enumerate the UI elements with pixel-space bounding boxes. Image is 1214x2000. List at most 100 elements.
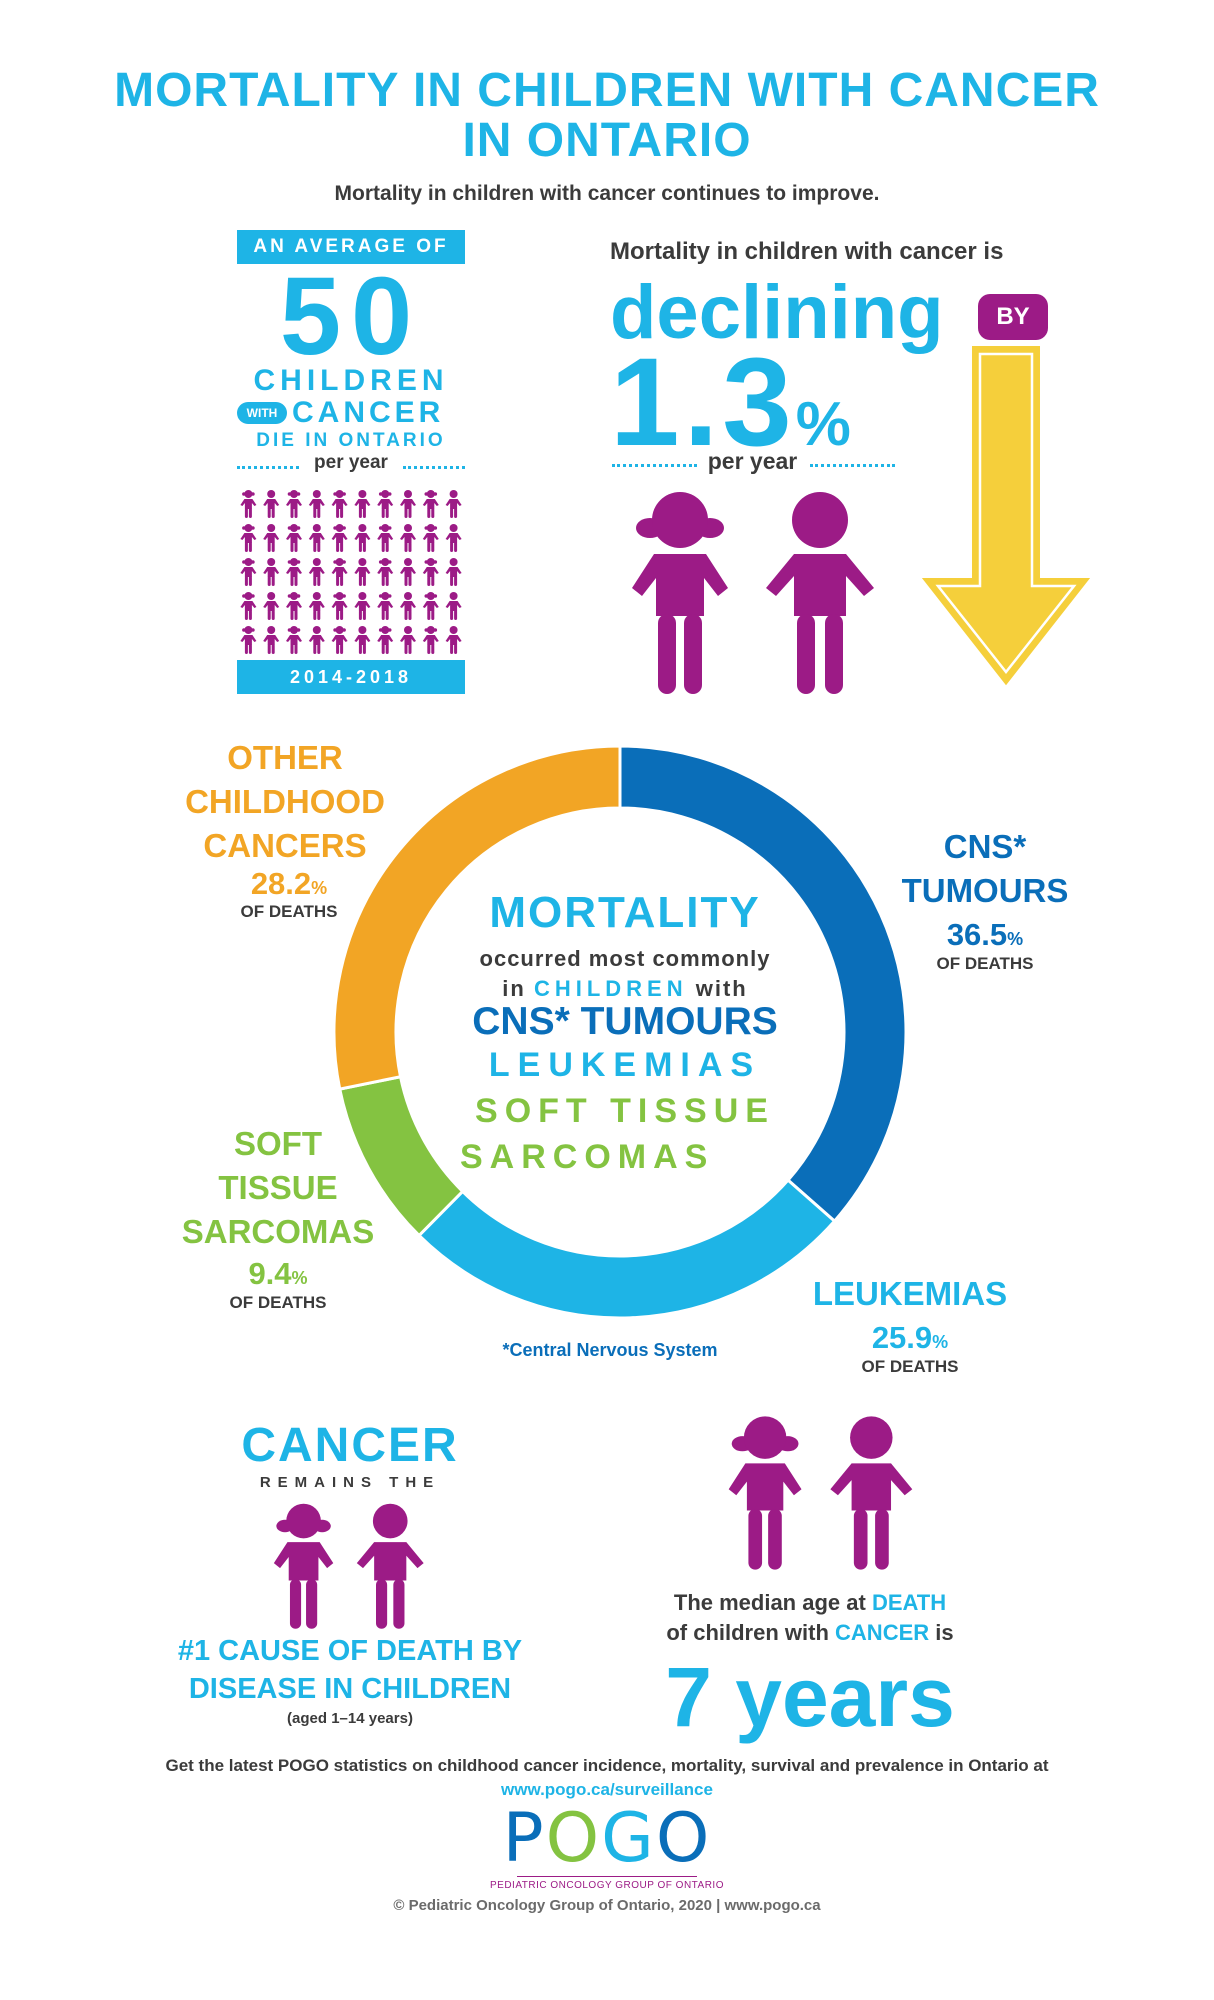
cns-label-line-2: TUMOURS	[901, 872, 1069, 909]
median-l2-is: is	[935, 1620, 954, 1645]
cancer-heading: CANCER	[241, 1419, 459, 1472]
segment-value-sts: 9.4%	[150, 1256, 406, 1292]
median-l1-death: DEATH	[871, 1590, 947, 1615]
donut-center-line-2: in CHILDREN with	[430, 976, 820, 1002]
median-line-2: of children with CANCER is	[640, 1618, 980, 1648]
boy-icon	[263, 524, 280, 552]
girl-icon	[331, 626, 348, 654]
average-number: 50	[279, 255, 423, 378]
boy-icon	[356, 1503, 424, 1629]
girl-icon	[240, 524, 257, 552]
segment-of-deaths-sts: OF DEATHS	[229, 1293, 327, 1312]
boy-icon	[445, 592, 462, 620]
donut-center-heading: MORTALITY	[489, 888, 761, 937]
boy-icon	[354, 626, 371, 654]
boy-icon	[445, 524, 462, 552]
sts-label-line-1: SOFT	[234, 1125, 322, 1162]
other-value: 28.2	[250, 866, 312, 901]
median-l2-cancer: CANCER	[835, 1620, 930, 1645]
boy-icon	[308, 626, 325, 654]
girl-icon	[273, 1503, 334, 1629]
boy-icon	[308, 558, 325, 586]
leukemias-value: 25.9	[871, 1320, 933, 1355]
segment-label-cns: CNS* TUMOURS	[880, 825, 1090, 913]
boy-icon	[354, 524, 371, 552]
girl-icon	[422, 490, 439, 518]
girl-icon	[240, 592, 257, 620]
girl-icon	[377, 592, 394, 620]
logo-letter-o2: O	[655, 1799, 712, 1878]
sts-value: 9.4	[248, 1256, 292, 1291]
boy-icon	[354, 558, 371, 586]
dotted-divider-right-b	[810, 464, 895, 467]
children-pair-top	[632, 492, 874, 694]
cause-of-death: #1 CAUSE OF DEATH BY DISEASE IN CHILDREN	[140, 1632, 560, 1708]
footer-text: Get the latest POGO statistics on childh…	[165, 1756, 1049, 1775]
center-in-word: in	[502, 976, 526, 1001]
boy-icon	[400, 592, 416, 620]
segment-value-leukemias: 25.9%	[780, 1320, 1040, 1356]
years-banner: 2014-2018	[237, 660, 465, 694]
cns-pct-sign: %	[1007, 929, 1024, 949]
remains-the: REMAINS THE	[259, 1474, 441, 1491]
donut-slice-cns	[618, 744, 908, 1224]
other-label-line-2: CHILDHOOD	[185, 783, 385, 820]
girl-icon	[331, 592, 348, 620]
boy-icon	[766, 492, 874, 694]
girl-icon	[331, 524, 348, 552]
other-label-line-1: OTHER	[227, 739, 343, 776]
segment-label-leukemias: LEUKEMIAS	[812, 1275, 1008, 1312]
girl-icon	[240, 490, 257, 518]
girl-icon	[331, 490, 348, 518]
girl-icon	[286, 524, 302, 552]
girl-icon	[632, 492, 728, 694]
logo-letter-g: G	[601, 1799, 656, 1878]
boy-icon	[308, 490, 325, 518]
median-l2-pre: of children with	[666, 1620, 829, 1645]
boy-icon	[354, 592, 371, 620]
median-line-1: The median age at DEATH	[640, 1588, 980, 1618]
girl-icon	[286, 490, 302, 518]
footnote: *Central Nervous System	[502, 1340, 718, 1360]
per-year-left: per year	[314, 452, 388, 473]
segment-label-sts: SOFT TISSUE SARCOMAS	[150, 1122, 406, 1254]
donut-slice-leukemias	[416, 1178, 837, 1320]
other-label-line-3: CANCERS	[203, 827, 367, 864]
boy-icon	[445, 558, 462, 586]
copyright: © Pediatric Oncology Group of Ontario, 2…	[393, 1897, 821, 1914]
decline-percent: 1.3%	[610, 340, 855, 487]
boy-icon	[308, 592, 325, 620]
children-word: CHILDREN	[253, 364, 449, 397]
median-age-value: 7 years	[665, 1650, 955, 1744]
girl-icon	[286, 626, 302, 654]
pogo-logo-subtitle: PEDIATRIC ONCOLOGY GROUP OF ONTARIO	[489, 1880, 724, 1891]
girl-icon	[331, 558, 348, 586]
by-pill: BY	[978, 294, 1048, 340]
boy-icon	[263, 592, 280, 620]
center-with-word: with	[695, 976, 748, 1001]
median-l1-pre: The median age at	[673, 1590, 866, 1615]
aged-range: (aged 1–14 years)	[287, 1710, 413, 1727]
girl-icon	[377, 524, 394, 552]
girl-icon	[377, 558, 394, 586]
dotted-divider-left-b	[403, 466, 465, 469]
cancer-word: CANCER	[292, 396, 445, 429]
girl-icon	[286, 558, 302, 586]
segment-label-other: OTHER CHILDHOOD CANCERS	[160, 736, 410, 868]
logo-letter-p: P	[502, 1799, 546, 1878]
girl-icon	[422, 592, 439, 620]
girl-icon	[422, 524, 439, 552]
children-pair-bottom-left	[273, 1503, 424, 1629]
segment-of-deaths-other: OF DEATHS	[240, 902, 338, 921]
boy-icon	[400, 558, 416, 586]
die-in-ontario: DIE IN ONTARIO	[256, 430, 446, 451]
surveillance-link[interactable]: www.pogo.ca/surveillance	[501, 1780, 713, 1799]
sts-label-line-3: SARCOMAS	[181, 1213, 375, 1250]
declining-word: declining	[610, 270, 944, 355]
sts-label-line-2: TISSUE	[218, 1169, 338, 1206]
boy-icon	[400, 626, 416, 654]
segment-value-other: 28.2%	[204, 866, 374, 902]
boy-icon	[400, 524, 416, 552]
girl-icon	[377, 626, 394, 654]
segment-value-cns: 36.5%	[880, 917, 1090, 953]
